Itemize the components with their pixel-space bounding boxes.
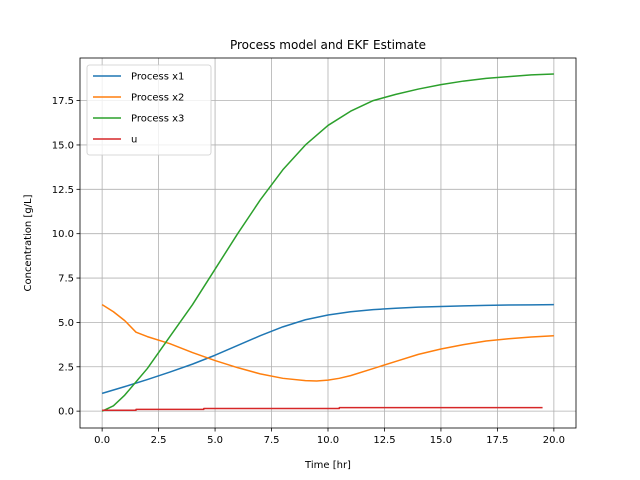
series-line-4 [102, 406, 543, 411]
y-axis: 0.0 2.5 5.0 7.5 10.0 12.5 15.0 17.5 [52, 96, 80, 418]
chart-title: Process model and EKF Estimate [230, 38, 426, 52]
x-tick-label: 0.0 [94, 435, 110, 446]
series-lines [101, 73, 554, 412]
x-tick-label: 17.5 [486, 435, 508, 446]
y-tick-label: 10.0 [52, 229, 74, 240]
legend-label: Process x2 [131, 93, 184, 104]
x-tick-label: 10.0 [317, 435, 339, 446]
y-tick-label: 0.0 [58, 407, 74, 418]
legend: Process x1 Process x2 Process x3 u [86, 64, 212, 156]
y-tick-label: 2.5 [58, 362, 74, 373]
legend-label: Process x3 [131, 114, 184, 125]
series-line-1 [101, 303, 554, 395]
y-tick-label: 7.5 [58, 274, 74, 285]
legend-box [86, 64, 212, 156]
x-tick-label: 20.0 [543, 435, 565, 446]
y-tick-label: 15.0 [52, 140, 74, 151]
series-line-2 [101, 304, 554, 382]
x-axis-label: Time [hr] [304, 460, 351, 471]
y-tick-label: 5.0 [58, 318, 74, 329]
y-axis-label: Concentration [g/L] [23, 194, 34, 291]
x-tick-label: 2.5 [151, 435, 167, 446]
x-axis: 0.0 2.5 5.0 7.5 10.0 12.5 15.0 17.5 20.0 [94, 428, 565, 446]
y-tick-label: 17.5 [52, 96, 74, 107]
legend-label: u [131, 135, 137, 146]
x-tick-label: 5.0 [207, 435, 223, 446]
grid [80, 58, 576, 428]
series-line-3 [101, 73, 554, 412]
x-tick-label: 12.5 [373, 435, 395, 446]
x-tick-label: 15.0 [430, 435, 452, 446]
x-tick-label: 7.5 [264, 435, 280, 446]
y-tick-label: 12.5 [52, 185, 74, 196]
legend-label: Process x1 [131, 72, 184, 83]
